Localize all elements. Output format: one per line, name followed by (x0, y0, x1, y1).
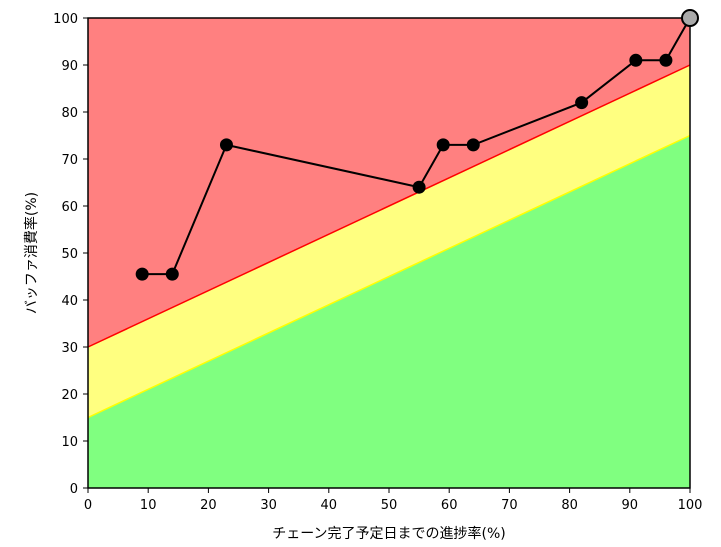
series-point (412, 180, 426, 194)
y-tick-label: 20 (61, 388, 78, 403)
x-tick-label: 40 (321, 498, 338, 513)
y-tick-label: 80 (61, 106, 78, 121)
x-axis-title: チェーン完了予定日までの進捗率(%) (272, 525, 506, 542)
series-point (219, 138, 233, 152)
series-point (165, 267, 179, 281)
series-point (135, 267, 149, 281)
y-tick-label: 60 (61, 200, 78, 215)
x-tick-label: 70 (501, 498, 518, 513)
x-tick-label: 0 (84, 498, 92, 513)
y-axis-title: バッファ消費率(%) (23, 192, 40, 314)
series-point (466, 138, 480, 152)
x-tick-label: 20 (200, 498, 217, 513)
series-point (436, 138, 450, 152)
y-tick-label: 40 (61, 294, 78, 309)
y-tick-label: 10 (61, 435, 78, 450)
y-tick-label: 90 (61, 59, 78, 74)
series-point (629, 53, 643, 67)
x-tick-label: 50 (381, 498, 398, 513)
series-point-current (681, 9, 699, 27)
y-tick-label: 30 (61, 341, 78, 356)
series-layer (135, 9, 699, 281)
yellow-zone (88, 65, 690, 418)
series-line (142, 17, 691, 276)
x-tick-label: 10 (140, 498, 157, 513)
green-zone (88, 135, 690, 488)
boundary-line-1 (87, 134, 691, 419)
series-point (575, 96, 589, 110)
x-tick-label: 60 (441, 498, 458, 513)
ticks-layer: 0 10 20 30 40 50 60 70 80 90 100 0 10 20 30 40 50 60 70 80 9… (53, 12, 702, 513)
boundary-line-2 (87, 64, 691, 348)
zones-layer (88, 18, 690, 488)
x-tick-label: 30 (260, 498, 277, 513)
series-point (659, 53, 673, 67)
y-tick-label: 50 (61, 247, 78, 262)
x-tick-label: 90 (622, 498, 639, 513)
boundary-lines-layer (87, 64, 691, 419)
x-tick-label: 100 (678, 498, 703, 513)
y-tick-label: 0 (70, 482, 78, 497)
red-zone (88, 18, 690, 347)
y-tick-label: 100 (53, 12, 78, 27)
y-tick-label: 70 (61, 153, 78, 168)
x-tick-label: 80 (561, 498, 578, 513)
